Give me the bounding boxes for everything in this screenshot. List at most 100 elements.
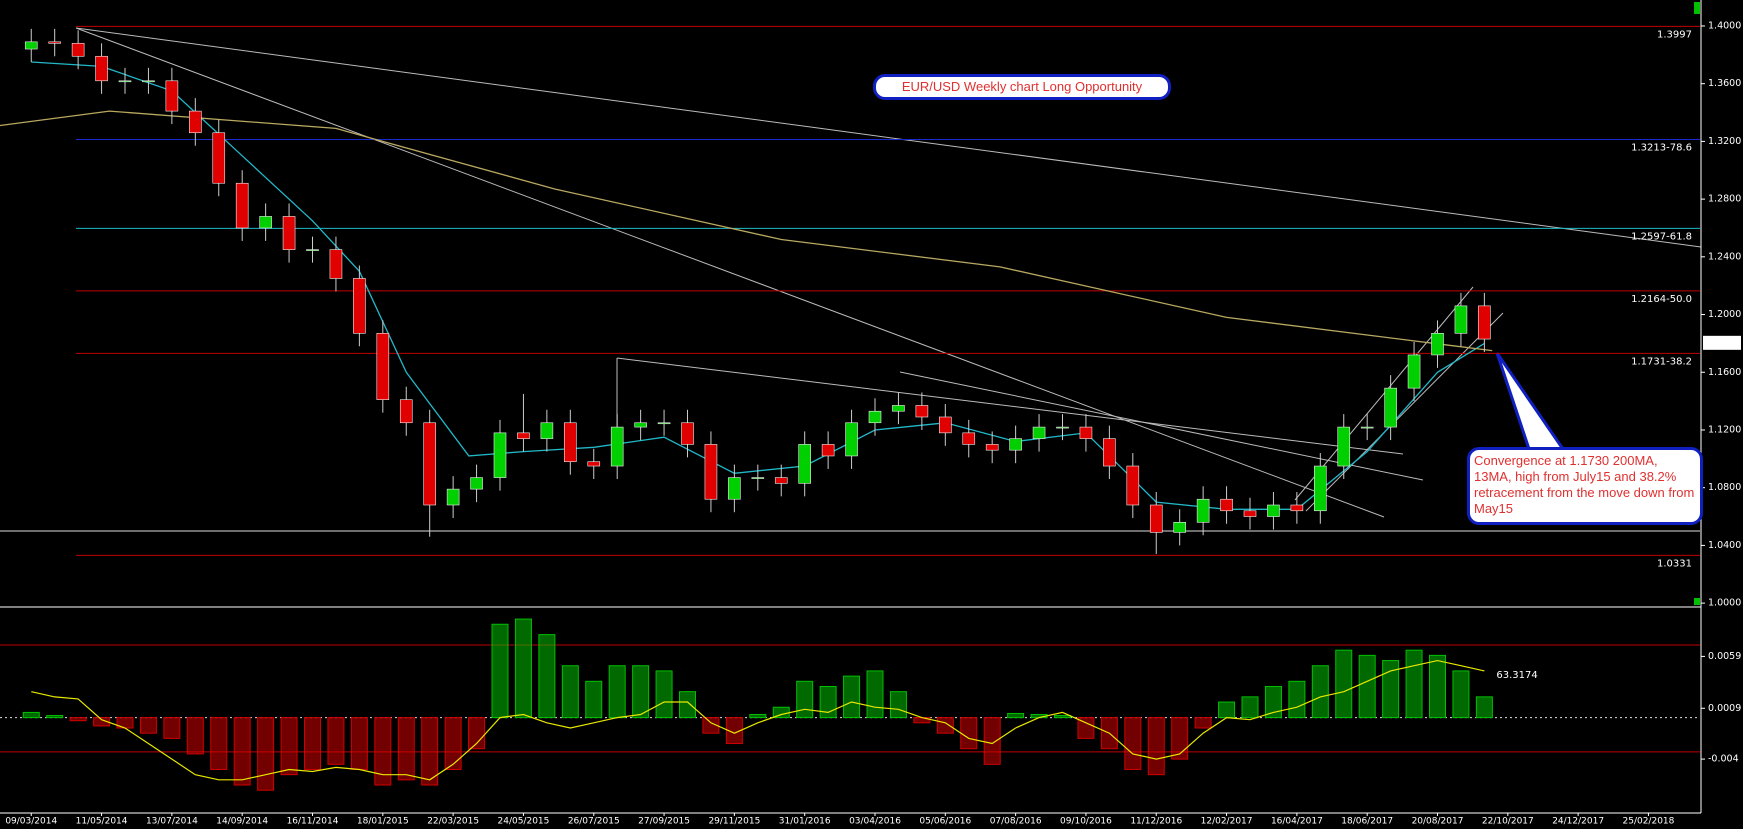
- trend-line: [75, 27, 1702, 248]
- candle-body: [821, 444, 835, 457]
- histogram-bar: [139, 717, 157, 734]
- y-tick-label: 1.4000: [1708, 20, 1741, 31]
- candle-body: [446, 488, 460, 506]
- histogram-bar: [69, 717, 87, 722]
- x-tick-label: 16/11/2014: [287, 817, 339, 827]
- candle-body: [962, 432, 976, 445]
- candle-body: [306, 249, 319, 251]
- histogram-bar: [444, 717, 462, 770]
- x-tick-label: 16/04/2017: [1271, 817, 1323, 827]
- candle-body: [985, 444, 999, 451]
- y-tick-label: 1.2400: [1708, 251, 1741, 262]
- histogram-bar: [1171, 717, 1189, 760]
- candle-body: [1056, 426, 1069, 429]
- x-tick-label: 18/06/2017: [1341, 817, 1393, 827]
- candle-body: [540, 422, 554, 439]
- candle-body: [704, 444, 718, 500]
- histogram-bar: [1124, 717, 1142, 770]
- histogram-bar: [1147, 717, 1165, 776]
- histogram-bar: [491, 623, 509, 719]
- indicator-square: [1694, 598, 1700, 605]
- x-tick-label: 24/05/2015: [498, 817, 550, 827]
- candle-body: [493, 432, 507, 478]
- candle-body: [1243, 510, 1257, 517]
- x-tick-label: 27/09/2015: [638, 817, 690, 827]
- histogram-bar: [93, 717, 111, 727]
- price-label: 1.1804: [1706, 338, 1741, 349]
- x-tick-label: 20/08/2017: [1412, 817, 1464, 827]
- candle-body: [681, 422, 694, 445]
- histogram-bar: [749, 713, 767, 719]
- candle-body: [282, 216, 296, 250]
- histogram-bar: [468, 717, 486, 750]
- x-tick-label: 12/02/2017: [1201, 817, 1253, 827]
- candle-body: [892, 405, 905, 412]
- candle-body: [1079, 426, 1093, 439]
- candle-body: [71, 42, 85, 57]
- histogram-bar: [350, 717, 368, 770]
- histogram-bar: [1264, 685, 1282, 719]
- histogram-bar: [304, 717, 321, 770]
- histogram-bar: [679, 691, 696, 719]
- y-tick-label: 1.2800: [1708, 194, 1741, 205]
- histogram-bar: [1241, 696, 1259, 719]
- histogram-bar: [1194, 717, 1212, 729]
- histogram-bar: [866, 670, 884, 719]
- x-tick-label: 29/11/2015: [708, 817, 760, 827]
- histogram-bar: [1452, 670, 1470, 719]
- level-label: 1.1731-38.2: [1631, 356, 1692, 367]
- histogram-bar: [632, 665, 650, 719]
- candle-body: [868, 410, 882, 424]
- x-tick-label: 11/12/2016: [1130, 817, 1182, 827]
- histogram-bar: [655, 670, 673, 719]
- candle-body: [1478, 305, 1491, 340]
- candle-body: [587, 461, 601, 467]
- candle-body: [470, 477, 483, 490]
- y-tick-label: -0.004: [1708, 754, 1739, 765]
- x-tick-label: 26/07/2015: [568, 817, 620, 827]
- histogram-bar: [1429, 654, 1446, 719]
- x-tick-label: 25/02/2018: [1623, 817, 1675, 827]
- candle-body: [915, 405, 929, 418]
- candle-body: [939, 416, 952, 434]
- candle-body: [95, 55, 108, 82]
- candle-body: [259, 216, 272, 229]
- candle-body: [1173, 522, 1186, 533]
- candle-body: [798, 444, 811, 484]
- x-tick-label: 14/09/2014: [216, 817, 268, 827]
- candle-body: [235, 182, 249, 229]
- x-tick-label: 22/03/2015: [427, 817, 479, 827]
- histogram-bar: [163, 717, 181, 739]
- candle-body: [1290, 504, 1304, 512]
- candle-body: [657, 422, 671, 425]
- level-label: 1.3997: [1657, 29, 1692, 40]
- candle-body: [1407, 354, 1421, 389]
- candle-body: [423, 422, 436, 506]
- y-tick-label: 1.0000: [1708, 598, 1741, 609]
- histogram-bar: [1405, 649, 1423, 719]
- trend-line: [75, 27, 1385, 518]
- candle-body: [24, 41, 38, 50]
- candle-body: [118, 80, 132, 83]
- histogram-bar: [725, 717, 743, 745]
- candle-body: [48, 41, 61, 44]
- x-tick-label: 22/10/2017: [1482, 817, 1534, 827]
- y-tick-label: 1.1600: [1708, 367, 1741, 378]
- histogram-bar: [889, 691, 907, 719]
- histogram-bar: [1218, 701, 1236, 719]
- histogram-bar: [374, 717, 392, 786]
- histogram-bar: [46, 715, 64, 719]
- histogram-bar: [327, 717, 345, 765]
- histogram-bar: [257, 717, 275, 791]
- histogram-bar: [1475, 696, 1493, 719]
- candle-body: [189, 110, 202, 134]
- price-box: [1703, 335, 1741, 350]
- channel-line: [1305, 312, 1504, 512]
- histogram-bar: [233, 717, 251, 786]
- signal-line: [31, 659, 1485, 781]
- candle-body: [399, 399, 413, 424]
- trend-line: [616, 357, 1404, 455]
- histogram-bar: [210, 717, 228, 770]
- x-tick-label: 09/03/2014: [5, 817, 57, 827]
